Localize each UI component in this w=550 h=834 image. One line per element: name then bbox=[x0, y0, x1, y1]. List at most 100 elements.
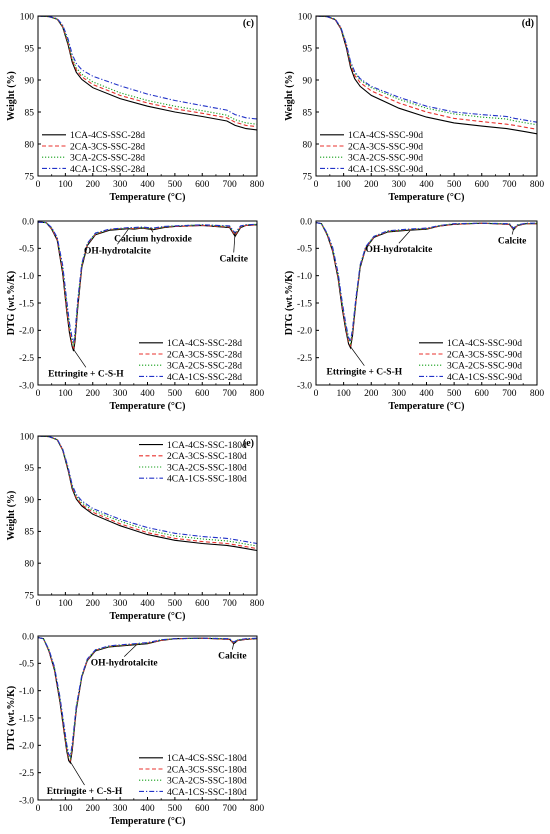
panel-e-weight: 0 100 200 300 400 500 600 700 800 75 80 85 90 95 100 Te… bbox=[6, 432, 264, 622]
legend-entry: 1CA-4CS-SSC-180d bbox=[167, 441, 247, 451]
x-tick-label: 800 bbox=[530, 180, 545, 190]
annotation-label: OH-hydrotalcite bbox=[365, 245, 432, 255]
y-tick-label: 80 bbox=[25, 560, 35, 570]
x-tick-label: 500 bbox=[168, 180, 183, 190]
y-axis-label: DTG (wt.%/K) bbox=[284, 271, 295, 335]
annotation-label: Ettringite + C-S-H bbox=[47, 787, 123, 797]
y-axis-label: DTG (wt.%/K) bbox=[6, 271, 17, 335]
y-tick-label: -1.5 bbox=[19, 299, 34, 309]
series-line-3CA-2CS-SSC-90d bbox=[316, 16, 537, 126]
legend-entry: 2CA-3CS-SSC-180d bbox=[167, 765, 247, 775]
annotation-pointer bbox=[511, 229, 514, 235]
legend-entry: 1CA-4CS-SSC-28d bbox=[167, 339, 242, 349]
x-tick-label: 600 bbox=[475, 389, 490, 399]
x-tick-label: 300 bbox=[113, 389, 128, 399]
panel-d-weight: 0 100 200 300 400 500 600 700 800 75 80 85 90 95 100 Te… bbox=[284, 12, 544, 203]
y-tick-label: -1.0 bbox=[297, 272, 312, 282]
x-tick-label: 400 bbox=[140, 180, 155, 190]
y-tick-label: -2.5 bbox=[19, 354, 34, 364]
y-tick-label: 85 bbox=[303, 108, 313, 118]
x-tick-label: 800 bbox=[250, 389, 265, 399]
y-tick-label: -2.5 bbox=[297, 354, 312, 364]
y-tick-label: -1.0 bbox=[19, 687, 34, 697]
y-tick-label: -1.5 bbox=[19, 714, 34, 724]
y-tick-label: -2.0 bbox=[19, 742, 34, 752]
y-tick-label: 85 bbox=[25, 108, 35, 118]
x-tick-label: 300 bbox=[113, 804, 128, 814]
legend-entry: 2CA-3CS-SSC-28d bbox=[70, 142, 145, 152]
annotation-label: OH-hydrotalcite bbox=[84, 246, 151, 256]
y-tick-label: 75 bbox=[25, 172, 35, 182]
annotation-pointer bbox=[70, 761, 85, 786]
x-tick-label: 200 bbox=[86, 599, 101, 609]
x-tick-label: 0 bbox=[314, 180, 319, 190]
y-tick-label: 80 bbox=[303, 140, 313, 150]
x-tick-label: 500 bbox=[447, 180, 462, 190]
y-tick-label: -0.5 bbox=[297, 245, 312, 255]
legend-entry: 4CA-1CS-SSC-28d bbox=[70, 165, 145, 175]
legend-entry: 3CA-2CS-SSC-180d bbox=[167, 463, 247, 473]
annotation-label: Calcite bbox=[218, 651, 247, 661]
y-tick-label: -2.0 bbox=[297, 327, 312, 337]
x-tick-label: 100 bbox=[337, 389, 352, 399]
legend-entry: 2CA-3CS-SSC-28d bbox=[167, 350, 242, 360]
legend-entry: 4CA-1CS-SSC-90d bbox=[447, 373, 522, 383]
legend-entry: 2CA-3CS-SSC-90d bbox=[348, 142, 423, 152]
annotation-pointer bbox=[398, 230, 411, 244]
x-tick-label: 800 bbox=[250, 804, 265, 814]
x-tick-label: 600 bbox=[195, 804, 210, 814]
x-tick-label: 0 bbox=[36, 599, 41, 609]
annotation-pointer bbox=[117, 228, 129, 245]
x-tick-label: 0 bbox=[36, 389, 41, 399]
y-axis-label: DTG (wt.%/K) bbox=[6, 686, 17, 750]
x-tick-label: 700 bbox=[223, 599, 238, 609]
x-axis-label: Temperature (°C) bbox=[110, 192, 186, 203]
legend-entry: 2CA-3CS-SSC-180d bbox=[167, 452, 247, 462]
y-tick-label: 80 bbox=[25, 140, 35, 150]
annotation-pointer bbox=[350, 346, 365, 366]
legend-entry: 4CA-1CS-SSC-180d bbox=[167, 475, 247, 485]
x-axis-label: Temperature (°C) bbox=[389, 401, 465, 412]
annotation-label: Calcite bbox=[498, 236, 527, 246]
y-tick-label: 75 bbox=[25, 591, 35, 601]
x-tick-label: 0 bbox=[314, 389, 319, 399]
x-tick-label: 300 bbox=[113, 180, 128, 190]
x-tick-label: 200 bbox=[86, 804, 101, 814]
x-tick-label: 700 bbox=[223, 389, 238, 399]
annotation-label: Calcite bbox=[219, 255, 248, 265]
y-tick-label: -1.5 bbox=[297, 299, 312, 309]
panel-d-dtg: 0 100 200 300 400 500 600 700 800 0.0 -0.5 -1.0 -1.5… bbox=[284, 217, 544, 412]
y-tick-label: 90 bbox=[25, 496, 35, 506]
legend-entry: 1CA-4CS-SSC-90d bbox=[348, 131, 423, 141]
x-tick-label: 500 bbox=[168, 389, 183, 399]
x-tick-label: 100 bbox=[58, 389, 73, 399]
y-tick-label: 95 bbox=[25, 464, 35, 474]
legend-entry: 4CA-1CS-SSC-28d bbox=[167, 373, 242, 383]
y-tick-label: 0.0 bbox=[300, 217, 312, 227]
annotation-pointer bbox=[233, 231, 236, 253]
legend-entry: 2CA-3CS-SSC-90d bbox=[447, 350, 522, 360]
legend-entry: 3CA-2CS-SSC-28d bbox=[167, 362, 242, 372]
series-line-4CA-1CS-SSC-90d bbox=[316, 16, 537, 123]
y-tick-label: 100 bbox=[20, 432, 35, 442]
annotation-pointer bbox=[123, 644, 137, 657]
y-tick-label: -3.0 bbox=[19, 796, 34, 806]
x-axis-label: Temperature (°C) bbox=[110, 816, 186, 827]
x-tick-label: 200 bbox=[364, 180, 379, 190]
x-tick-label: 100 bbox=[58, 599, 73, 609]
x-tick-label: 600 bbox=[195, 599, 210, 609]
legend-entry: 3CA-2CS-SSC-180d bbox=[167, 777, 247, 787]
x-tick-label: 800 bbox=[250, 599, 265, 609]
y-tick-label: 95 bbox=[303, 44, 313, 54]
y-axis-label: Weight (%) bbox=[284, 71, 295, 121]
series-line-4CA-1CS-SSC-180d bbox=[38, 637, 257, 758]
series-line-3CA-2CS-SSC-90d bbox=[316, 222, 537, 346]
annotation-label: Ettringite + C-S-H bbox=[327, 368, 403, 378]
legend-entry: 1CA-4CS-SSC-90d bbox=[447, 339, 522, 349]
annotation-label: OH-hydrotalcite bbox=[91, 659, 158, 669]
